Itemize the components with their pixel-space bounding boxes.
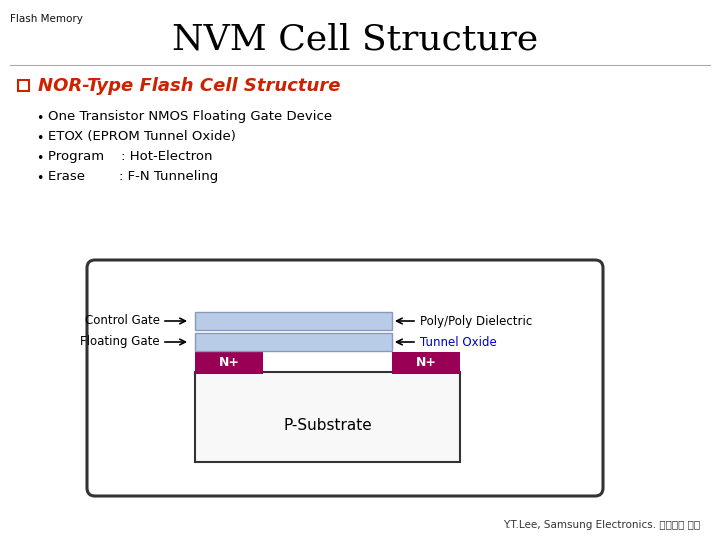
FancyBboxPatch shape bbox=[87, 260, 603, 496]
Text: NOR-Type Flash Cell Structure: NOR-Type Flash Cell Structure bbox=[38, 77, 341, 95]
Text: •: • bbox=[36, 152, 43, 165]
Text: •: • bbox=[36, 132, 43, 145]
Bar bbox=[195, 312, 392, 330]
Text: Control Gate: Control Gate bbox=[85, 314, 160, 327]
Bar bbox=[18, 80, 29, 91]
Bar bbox=[195, 372, 460, 462]
Bar bbox=[392, 352, 460, 374]
Text: N+: N+ bbox=[218, 356, 240, 369]
Text: Program    : Hot-Electron: Program : Hot-Electron bbox=[48, 150, 212, 163]
Text: N+: N+ bbox=[415, 356, 436, 369]
Text: Tunnel Oxide: Tunnel Oxide bbox=[420, 335, 497, 348]
Text: Floating Gate: Floating Gate bbox=[81, 335, 160, 348]
Text: P-Substrate: P-Substrate bbox=[283, 417, 372, 433]
Text: NVM Cell Structure: NVM Cell Structure bbox=[172, 23, 538, 57]
Bar bbox=[195, 352, 263, 374]
Text: •: • bbox=[36, 172, 43, 185]
Text: Erase        : F-N Tunneling: Erase : F-N Tunneling bbox=[48, 170, 218, 183]
Text: •: • bbox=[36, 112, 43, 125]
Text: ETOX (EPROM Tunnel Oxide): ETOX (EPROM Tunnel Oxide) bbox=[48, 130, 236, 143]
Text: Poly/Poly Dielectric: Poly/Poly Dielectric bbox=[420, 314, 532, 327]
Text: Y.T.Lee, Samsung Electronics. 발표자료 참조: Y.T.Lee, Samsung Electronics. 발표자료 참조 bbox=[503, 520, 700, 530]
Bar bbox=[195, 333, 392, 351]
Text: Flash Memory: Flash Memory bbox=[10, 14, 83, 24]
Text: One Transistor NMOS Floating Gate Device: One Transistor NMOS Floating Gate Device bbox=[48, 110, 332, 123]
